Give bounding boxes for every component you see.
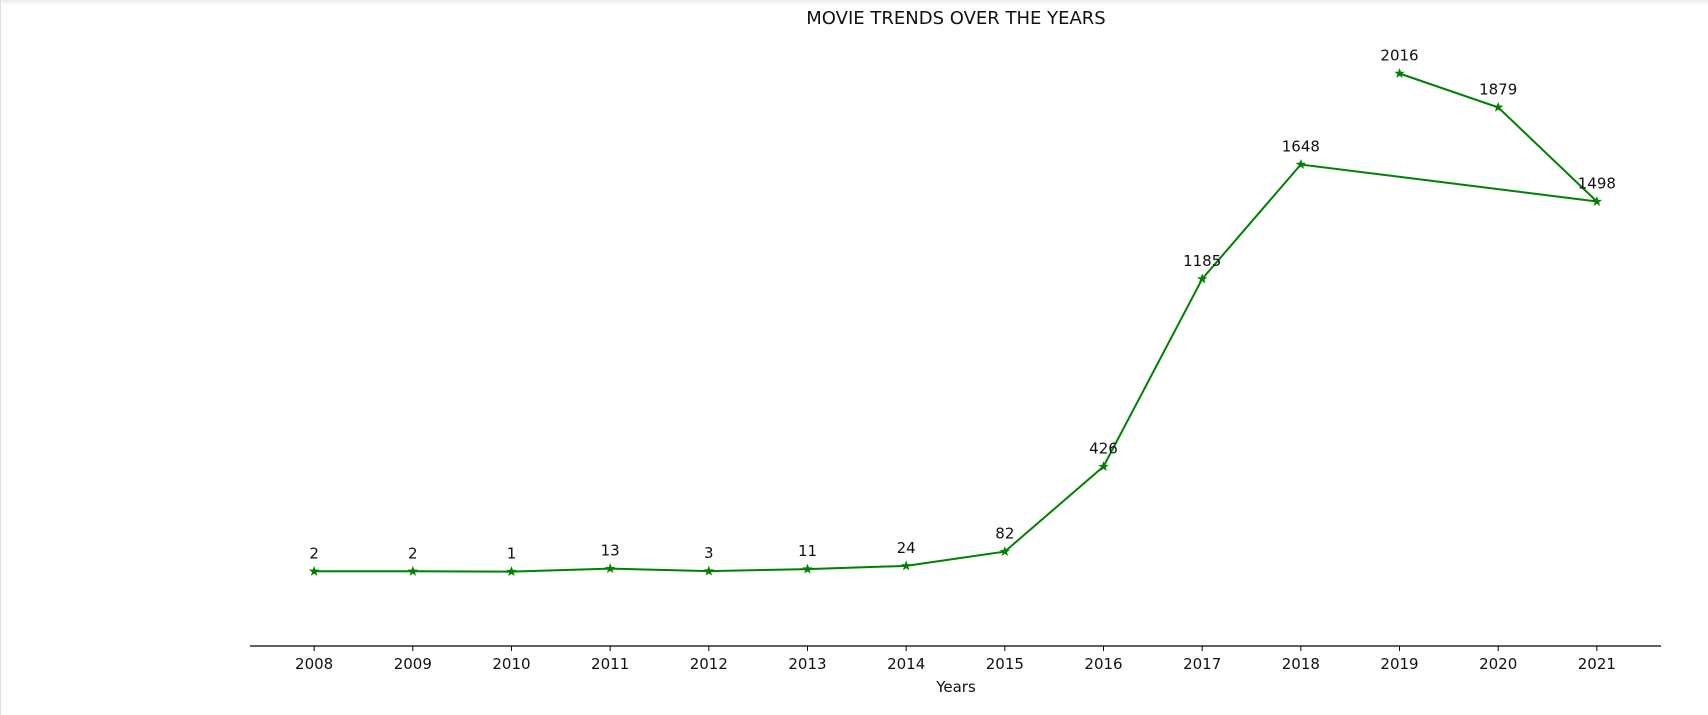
x-ticks: 2008 2009 2010 2011 2012 2013 2014 2015 2016 2017… bbox=[295, 646, 1616, 673]
data-point-marker bbox=[506, 566, 517, 577]
x-tick-label: 2008 bbox=[295, 655, 333, 673]
x-tick-label: 2021 bbox=[1578, 655, 1616, 673]
x-tick-label: 2017 bbox=[1183, 655, 1221, 673]
x-tick-label: 2011 bbox=[591, 655, 629, 673]
data-label: 2 bbox=[309, 544, 319, 562]
chart-title: MOVIE TRENDS OVER THE YEARS bbox=[806, 8, 1105, 29]
data-label: 2 bbox=[408, 544, 418, 562]
window-top-shade bbox=[1, 0, 1708, 6]
data-point-marker bbox=[1098, 461, 1109, 471]
data-label: 1648 bbox=[1282, 137, 1320, 155]
x-tick-label: 2016 bbox=[1084, 655, 1122, 673]
series-markers bbox=[308, 68, 1603, 577]
data-label: 1498 bbox=[1578, 175, 1616, 193]
x-tick-label: 2014 bbox=[887, 655, 925, 673]
x-tick-label: 2020 bbox=[1479, 655, 1517, 673]
data-label: 1879 bbox=[1479, 80, 1517, 98]
x-axis-label: Years bbox=[935, 678, 976, 696]
data-point-marker bbox=[1295, 158, 1307, 169]
x-tick-label: 2015 bbox=[986, 655, 1024, 673]
data-point-marker bbox=[802, 563, 813, 574]
data-point-marker bbox=[1394, 68, 1405, 78]
series-line bbox=[314, 72, 1600, 573]
data-point-marker bbox=[1196, 273, 1208, 284]
data-labels: 2 2 1 13 3 11 24 82 426 1185 1648 1498 1879 2016 bbox=[309, 46, 1616, 562]
x-tick-label: 2009 bbox=[394, 655, 432, 673]
data-label: 13 bbox=[601, 542, 620, 560]
data-point-marker bbox=[1492, 101, 1504, 112]
data-label: 1 bbox=[507, 545, 517, 563]
data-point-marker bbox=[1591, 196, 1603, 206]
data-point-marker bbox=[703, 565, 715, 576]
data-point-marker bbox=[407, 565, 419, 576]
x-tick-label: 2019 bbox=[1380, 655, 1418, 673]
data-point-marker bbox=[999, 546, 1011, 556]
x-tick-label: 2013 bbox=[788, 655, 826, 673]
data-point-marker bbox=[900, 560, 912, 571]
x-tick-label: 2018 bbox=[1282, 655, 1320, 673]
x-tick-label: 2010 bbox=[492, 655, 530, 673]
data-label: 426 bbox=[1089, 440, 1118, 458]
data-label: 2016 bbox=[1380, 46, 1418, 64]
data-label: 3 bbox=[704, 544, 714, 562]
data-label: 82 bbox=[995, 525, 1014, 543]
data-point-marker bbox=[604, 563, 616, 574]
data-point-marker bbox=[308, 565, 320, 576]
data-label: 24 bbox=[897, 539, 916, 557]
x-tick-label: 2012 bbox=[690, 655, 728, 673]
data-label: 1185 bbox=[1183, 252, 1221, 270]
data-label: 11 bbox=[798, 542, 817, 560]
